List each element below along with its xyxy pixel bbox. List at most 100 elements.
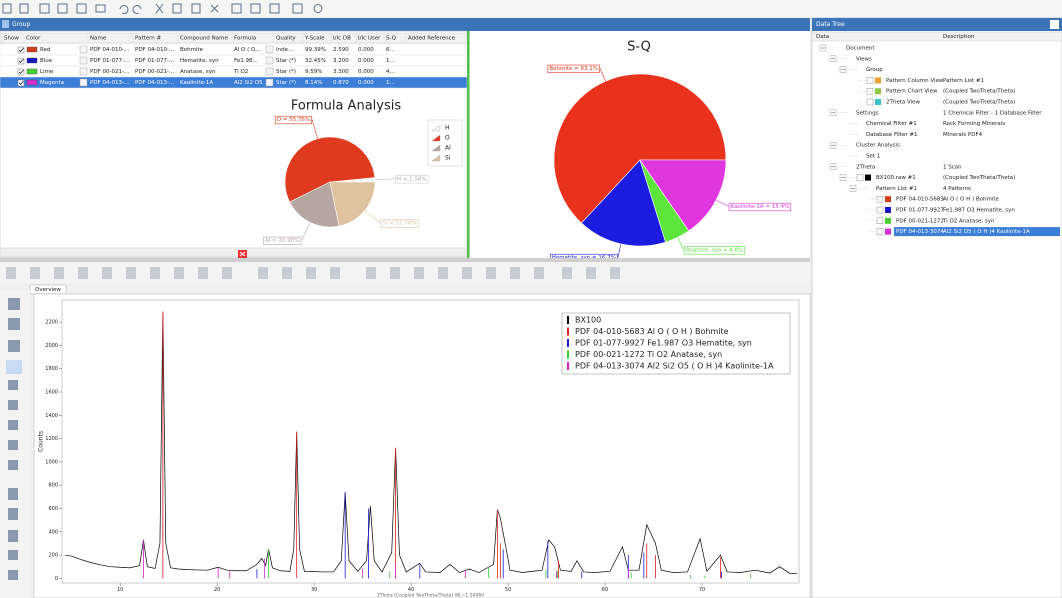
tool[interactable] [8,440,18,450]
tree-label[interactable]: 2Theta View [886,100,921,106]
tool[interactable] [8,318,20,330]
tool[interactable] [102,267,112,279]
pie-slice[interactable] [284,136,376,203]
tool[interactable] [414,267,424,279]
pie-slice[interactable] [639,159,727,232]
tool[interactable] [366,267,376,279]
tool[interactable] [510,267,520,279]
tool[interactable] [330,267,340,279]
tree-label[interactable]: PDF 01-077-9927 [896,208,944,214]
dropdown[interactable] [79,56,88,65]
tree-checkbox[interactable] [876,195,884,203]
tool[interactable] [150,267,160,279]
pin-button[interactable] [1050,20,1059,29]
tree-label[interactable]: Document [846,46,875,52]
tool[interactable] [282,267,292,279]
tool[interactable] [6,267,16,279]
dropdown[interactable] [79,45,88,54]
show-checkbox[interactable] [17,57,25,65]
tree-label[interactable]: Cluster Analysis [856,143,900,149]
tree-label[interactable]: Views [856,56,872,62]
tool-cut[interactable] [155,3,164,14]
tree-checkbox[interactable] [866,77,874,84]
tool[interactable] [258,267,268,279]
tool-redo[interactable] [132,5,142,14]
tree-label[interactable]: BX100.raw #1 [876,175,916,181]
tool[interactable] [126,267,136,279]
tool[interactable] [8,530,18,542]
h-scrollbar[interactable] [0,247,468,258]
dropdown[interactable] [79,78,88,87]
show-checkbox[interactable] [17,68,25,76]
dropdown[interactable] [79,67,88,76]
tool[interactable] [8,550,18,560]
tool-add[interactable] [19,3,29,14]
tree-label[interactable]: Chemical Filter #1 [866,121,917,127]
tool[interactable] [8,460,18,470]
tool[interactable] [8,420,18,430]
tool[interactable] [222,267,232,279]
tool-undo[interactable] [119,5,129,14]
pie-slice[interactable] [581,159,666,247]
tool[interactable] [174,267,184,279]
pie-slice[interactable] [289,181,340,228]
tool[interactable] [54,267,64,279]
tool-print[interactable] [95,4,106,13]
tree-label[interactable]: Pattern Chart View [886,89,938,95]
tool[interactable] [8,380,18,390]
tool[interactable] [8,508,18,520]
dropdown[interactable] [265,56,274,65]
tool[interactable] [78,267,88,279]
tool-copy[interactable] [172,3,182,14]
tree-label[interactable]: Settings [856,110,879,116]
tool-new[interactable] [2,3,12,14]
tool[interactable] [562,267,572,279]
tree-label[interactable]: PDF 00-021-1272 [896,218,944,224]
tool[interactable] [8,298,20,310]
tool-open[interactable] [39,3,50,14]
tool[interactable] [586,267,596,279]
tree-label[interactable]: Group [866,67,883,73]
tree-label[interactable]: Set 1 [866,154,880,160]
tree-label[interactable]: PDF 04-013-3074 [896,229,944,235]
tool[interactable] [610,267,620,279]
tool-icdd[interactable] [292,3,303,14]
tree-label[interactable]: Pattern Column View [886,78,944,84]
tree-label[interactable]: Pattern List #1 [876,186,917,192]
tree-checkbox[interactable] [876,206,884,214]
pie-slice[interactable] [329,181,376,227]
tool[interactable] [438,267,448,279]
selected-row[interactable] [894,227,1060,237]
tool-delete[interactable] [210,4,219,13]
splitter[interactable] [467,31,470,258]
tool[interactable] [8,340,20,352]
tool-paste[interactable] [191,3,201,14]
tree-label[interactable]: PDF 04-010-5683 [896,197,944,203]
tool[interactable] [390,267,400,279]
tool[interactable] [198,267,208,279]
tree-checkbox[interactable] [866,98,874,106]
tree-label[interactable]: Database Filter #1 [866,132,917,138]
dropdown[interactable] [265,78,274,87]
tool-view3[interactable] [269,3,280,14]
tool-view1[interactable] [231,3,242,14]
tool[interactable] [462,267,472,279]
tree-checkbox[interactable] [876,228,884,235]
tree-checkbox[interactable] [876,217,884,225]
tree-checkbox[interactable] [866,87,874,95]
tool[interactable] [30,267,40,279]
tool[interactable] [534,267,544,279]
tool-save-as[interactable] [76,3,87,14]
tool-settings[interactable] [313,4,323,13]
dropdown[interactable] [265,45,274,54]
tree-checkbox[interactable] [856,174,864,181]
tool[interactable] [8,400,18,410]
tool-save[interactable] [57,3,68,14]
pie-slice[interactable] [553,73,727,224]
tool[interactable] [306,267,316,279]
tool[interactable] [8,488,18,500]
dropdown[interactable] [265,67,274,76]
show-checkbox[interactable] [17,46,25,54]
tool[interactable] [8,570,18,580]
tree-label[interactable]: 2Theta [856,164,875,170]
